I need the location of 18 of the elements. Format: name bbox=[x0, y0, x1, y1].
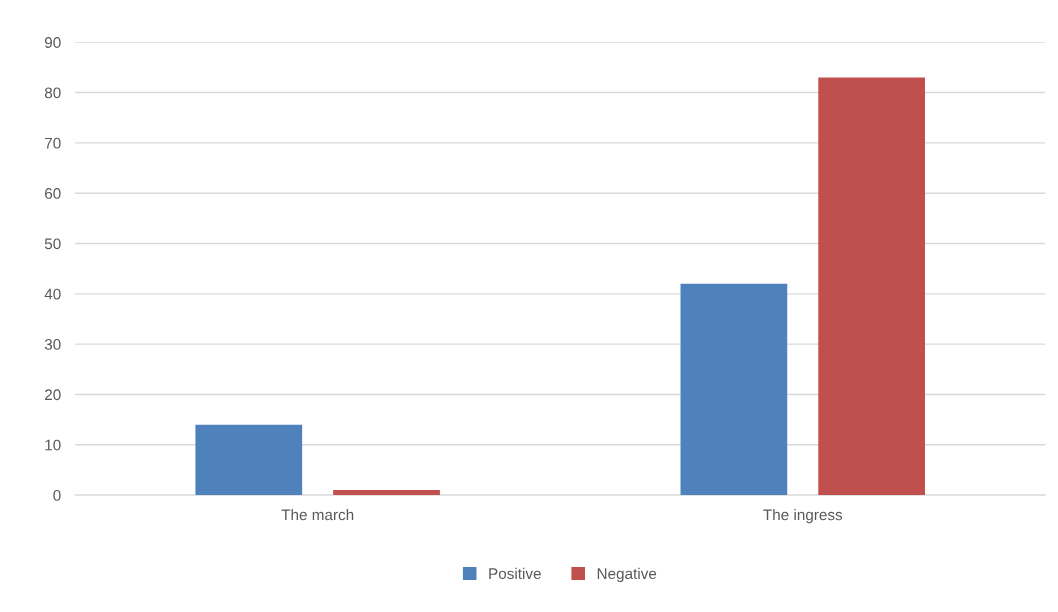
bar bbox=[818, 77, 925, 496]
y-tick-label: 50 bbox=[44, 238, 61, 250]
y-tick-label: 60 bbox=[45, 188, 61, 199]
legend-label: Positive bbox=[489, 567, 541, 580]
y-tick-label: 20 bbox=[45, 389, 61, 401]
y-tick-label: 10 bbox=[45, 439, 61, 451]
x-tick-label: The ingress bbox=[763, 509, 843, 524]
y-tick-label: 40 bbox=[44, 288, 61, 300]
bar bbox=[195, 424, 303, 496]
y-tick-label: 80 bbox=[44, 87, 61, 99]
bar bbox=[680, 283, 788, 496]
legend-label: Negative bbox=[597, 567, 657, 583]
y-tick-label: 70 bbox=[45, 137, 61, 149]
y-tick-label: 0 bbox=[53, 489, 61, 501]
y-tick-label: 30 bbox=[44, 339, 61, 350]
x-tick-label: The march bbox=[281, 509, 354, 521]
y-tick-label: 90 bbox=[44, 37, 61, 48]
bar bbox=[333, 490, 440, 496]
